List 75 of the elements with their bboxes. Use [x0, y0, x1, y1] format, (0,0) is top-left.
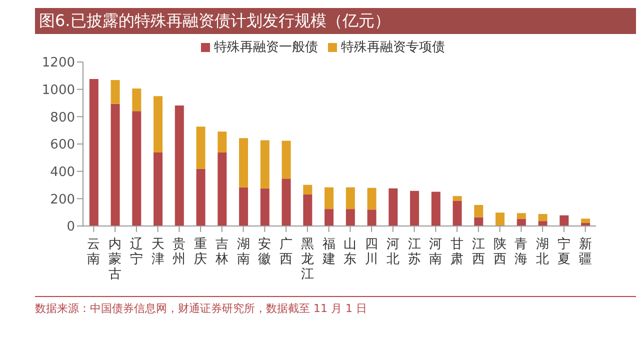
- bar: [560, 215, 569, 226]
- bar: [110, 104, 120, 226]
- bar: [474, 204, 484, 218]
- bar: [154, 96, 163, 152]
- bar: [346, 187, 355, 210]
- source-note: 数据来源：中国债券信息网，财通证券研究所，数据截至 11 月 1 日: [35, 301, 368, 316]
- x-tick-label: 安徽: [258, 236, 272, 267]
- bar: [154, 152, 163, 226]
- x-tick-label: 陕西: [493, 237, 506, 267]
- bar: [218, 152, 227, 226]
- bar: [132, 88, 142, 112]
- bar: [239, 187, 248, 226]
- bar: [218, 132, 227, 152]
- x-tick-label: 天津: [151, 237, 164, 267]
- bar: [452, 200, 462, 226]
- x-tick-label: 宁夏: [557, 236, 570, 267]
- bar: [581, 218, 590, 223]
- x-tick-label: 甘肃: [450, 237, 464, 267]
- x-tick-label: 新疆: [578, 237, 592, 267]
- x-tick-label: 吉林: [214, 237, 228, 267]
- x-tick-label: 青海: [514, 237, 528, 267]
- x-tick-label: 内蒙古: [108, 237, 122, 282]
- bar: [196, 126, 206, 169]
- x-tick-label: 山东: [344, 237, 357, 267]
- bar: [260, 188, 270, 226]
- bar: [516, 213, 526, 219]
- bar: [282, 178, 291, 226]
- y-tick-label: 1200: [42, 56, 75, 71]
- bar: [410, 190, 420, 226]
- y-tick-label: 600: [50, 138, 75, 153]
- bar: [260, 140, 270, 188]
- x-tick-label: 江苏: [408, 237, 421, 267]
- bar: [239, 138, 248, 188]
- bar: [474, 217, 484, 226]
- legend-label: 特殊再融资一般债: [214, 40, 318, 55]
- y-tick-label: 1000: [42, 82, 75, 98]
- x-tick-label: 河北: [386, 237, 400, 267]
- x-tick-label: 湖北: [536, 237, 550, 267]
- bar: [452, 196, 462, 201]
- bar: [538, 214, 548, 222]
- bar: [282, 140, 291, 179]
- x-tick-label: 福建: [321, 237, 336, 267]
- bar: [132, 111, 142, 226]
- x-tick-label: 辽宁: [130, 237, 143, 267]
- x-tick-label: 江西: [472, 237, 485, 267]
- bar: [89, 78, 98, 226]
- x-tick-label: 云南: [87, 237, 100, 267]
- legend-label: 特殊再融资专项债: [341, 40, 445, 55]
- bar: [324, 187, 334, 210]
- x-tick-label: 湖南: [236, 237, 250, 267]
- bar: [496, 212, 505, 226]
- bar: [431, 192, 440, 226]
- bar: [196, 168, 206, 226]
- bar: [388, 188, 398, 226]
- bar: [516, 218, 526, 226]
- x-tick-label: 四川: [365, 237, 378, 267]
- bar: [367, 210, 376, 226]
- chart-title: 图6.已披露的特殊再融资债计划发行规模（亿元）: [35, 8, 636, 34]
- x-tick-label: 黑龙江: [300, 237, 314, 282]
- x-tick-label: 广西: [280, 237, 293, 267]
- x-tick-label: 河南: [429, 237, 442, 267]
- bar: [174, 105, 184, 226]
- bar: [324, 209, 334, 226]
- bar: [346, 209, 355, 226]
- bar: [538, 221, 548, 226]
- bar: [367, 188, 376, 210]
- y-tick-label: 800: [50, 110, 75, 126]
- x-tick-label: 贵州: [172, 237, 186, 267]
- bar: [110, 80, 120, 104]
- y-tick-label: 0: [66, 220, 75, 235]
- y-tick-label: 200: [50, 192, 75, 208]
- bar: [303, 184, 312, 194]
- x-tick-label: 重庆: [194, 237, 208, 267]
- y-tick-label: 400: [50, 164, 75, 180]
- bar: [303, 194, 312, 226]
